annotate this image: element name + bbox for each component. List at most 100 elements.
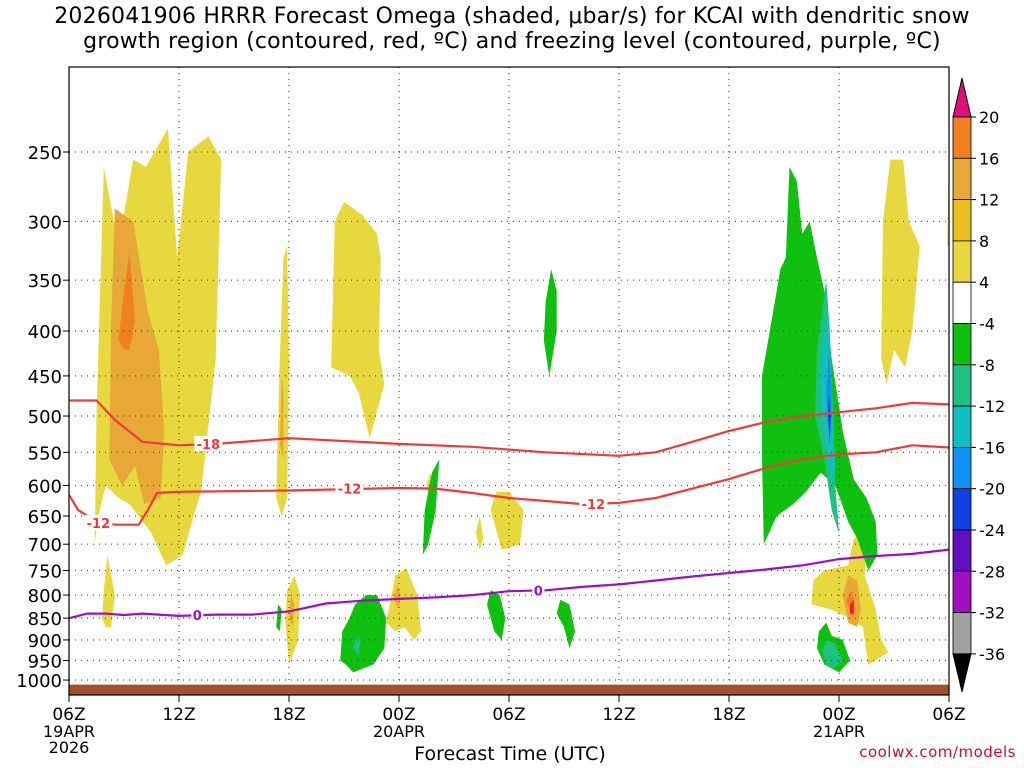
time-tick-date-label: 19APR (43, 722, 95, 741)
pressure-tick-label: 750 (28, 561, 62, 582)
colorbar-segment (952, 405, 972, 448)
colorbar-segment (952, 281, 972, 324)
pressure-tick-label: 800 (28, 586, 62, 607)
freezing-level-label-0: 0 (193, 609, 202, 624)
plot-area: -18 -12 -12 -12 0 0 (68, 66, 950, 696)
time-tick-date-label: 20APR (373, 722, 425, 741)
freezing-level-label-0: 0 (534, 584, 543, 599)
omega-positive-region (476, 516, 484, 550)
colorbar-segment (952, 240, 972, 283)
colorbar-segment (952, 529, 972, 572)
colorbar-segment (952, 364, 972, 407)
freezing-level-label-0-bg (191, 607, 204, 623)
pressure-tick-label: 250 (28, 143, 62, 164)
omega-positive-region (386, 567, 421, 640)
pressure-axis: 2503003504004505005506006507007508008509… (16, 143, 69, 692)
colorbar-label: 12 (979, 191, 999, 210)
colorbar-segment (952, 199, 972, 242)
pressure-tick-label: 850 (28, 609, 62, 630)
freezing-level-label-0-bg (532, 582, 545, 598)
colorbar-label: 4 (979, 273, 989, 292)
colorbar-label: -8 (979, 356, 995, 375)
time-tick-label: 12Z (602, 705, 635, 725)
isotherm-lines: -18 -12 -12 -12 0 0 (69, 399, 949, 624)
isotherm-label-minus18-bg (194, 435, 223, 451)
omega-positive-region (850, 599, 854, 614)
time-tick-label: 00Z (822, 705, 855, 725)
chart-title-line-1: 2026041906 HRRR Forecast Omega (shaded, … (54, 4, 970, 29)
omega-positive-region (331, 201, 385, 439)
ground-below-surface (69, 684, 949, 695)
isotherm-label-minus12-bg (335, 480, 364, 496)
isotherm-label-minus18: -18 (197, 438, 221, 453)
colorbar-segment (952, 570, 972, 613)
omega-negative-region (353, 635, 361, 657)
omega-negative-region (487, 590, 506, 640)
colorbar-label: -20 (979, 480, 1005, 499)
omega-positive-region (881, 159, 920, 385)
time-tick-date-label: 21APR (813, 722, 865, 741)
omega-negative-region (422, 459, 440, 555)
pressure-tick-label: 500 (28, 407, 62, 428)
omega-positive-region (490, 491, 524, 550)
pressure-tick-label: 650 (28, 507, 62, 528)
omega-negative-region (340, 595, 387, 673)
colorbar-segment (952, 323, 972, 366)
omega-negative-region (543, 269, 557, 376)
pressure-tick-label: 700 (28, 535, 62, 556)
omega-positive-region (102, 554, 115, 627)
colorbar-label: -24 (979, 521, 1005, 540)
omega-positive-region (276, 246, 289, 516)
isotherm-label-minus12: -12 (338, 483, 362, 498)
colorbar-label: 16 (979, 149, 999, 168)
colorbar-label: -36 (979, 645, 1005, 664)
pressure-tick-label: 600 (28, 476, 62, 497)
pressure-tick-label: 400 (28, 322, 62, 343)
time-tick-label: 06Z (932, 705, 965, 725)
omega-shading (94, 128, 949, 673)
omega-negative-region (556, 599, 575, 649)
colorbar-label: -4 (979, 315, 995, 334)
colorbar-label: -32 (979, 604, 1005, 623)
isotherm-minus18-line (69, 399, 949, 457)
chart-title-line-2: growth region (contoured, red, ºC) and f… (83, 29, 941, 54)
time-tick-label: 12Z (162, 705, 195, 725)
freezing-level-line (69, 548, 949, 620)
colorbar-label: -28 (979, 562, 1005, 581)
time-tick-label: 18Z (272, 705, 305, 725)
pressure-tick-label: 300 (28, 212, 62, 233)
time-tick-label: 06Z (492, 705, 525, 725)
omega-negative-region (822, 639, 843, 669)
colorbar-segment (952, 157, 972, 201)
time-tick-date-label: 2026 (49, 738, 90, 757)
colorbar-label: 20 (979, 108, 999, 127)
pressure-tick-label: 450 (28, 367, 62, 388)
pressure-tick-label: 550 (28, 443, 62, 464)
isotherm-label-minus12: -12 (582, 498, 606, 513)
time-tick-label: 06Z (52, 705, 85, 725)
isotherm-label-minus12-bg (579, 496, 608, 512)
time-tick-label: 18Z (712, 705, 745, 725)
time-tick-label: 00Z (382, 705, 415, 725)
x-axis-title: Forecast Time (UTC) (414, 743, 606, 765)
pressure-tick-label: 900 (28, 631, 62, 652)
isotherm-minus12-line (69, 444, 949, 526)
omega-positive-region (393, 585, 401, 610)
colorbar-segment (952, 116, 972, 159)
colorbar: 20 16 12 8 4 -4 -8 -12 -16 -20 -24 -28 -32 -36 (952, 77, 1005, 693)
source-credit: coolwx.com/models (859, 743, 1016, 761)
isotherm-label-minus12: -12 (87, 517, 111, 532)
colorbar-segment (952, 446, 972, 490)
colorbar-segment (952, 488, 972, 531)
colorbar-bottom-arrow (952, 653, 972, 693)
colorbar-label: -12 (979, 397, 1005, 416)
pressure-tick-label: 350 (28, 271, 62, 292)
chart-title: 2026041906 HRRR Forecast Omega (shaded, … (0, 4, 1024, 54)
ground-layer (69, 684, 949, 695)
pressure-tick-label: 950 (28, 652, 62, 673)
omega-positive-region (109, 208, 165, 505)
omega-positive-region (118, 251, 135, 350)
isotherm-label-minus12-bg (84, 514, 113, 530)
